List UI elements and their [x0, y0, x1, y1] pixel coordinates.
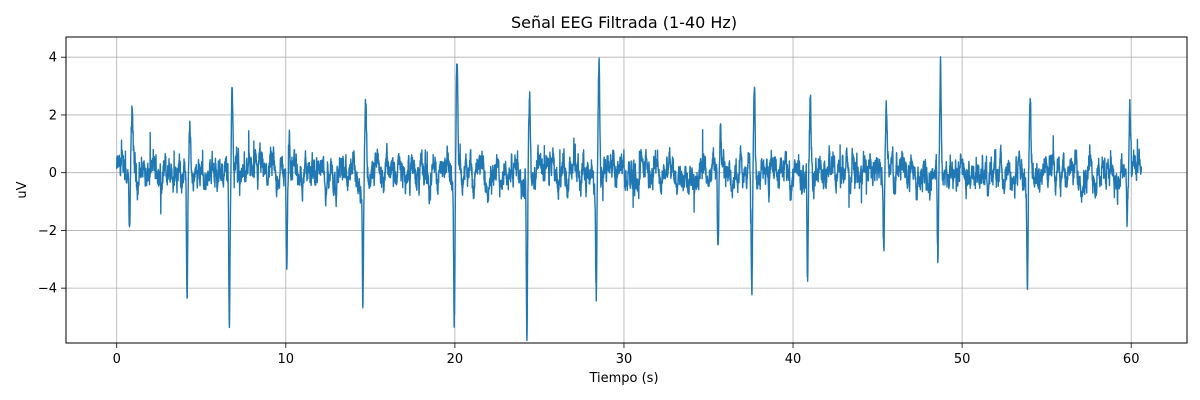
grid — [66, 37, 1187, 343]
eeg-signal-line — [116, 56, 1143, 342]
x-tick-label: 30 — [616, 352, 633, 367]
axes-frame — [65, 36, 1188, 344]
x-tick-label: 50 — [954, 352, 971, 367]
y-tick-label: −4 — [38, 282, 57, 297]
y-tick-label: 2 — [49, 108, 57, 123]
x-tick-label: 20 — [447, 352, 464, 367]
plot-area — [116, 56, 1143, 342]
y-tick-label: −2 — [38, 224, 57, 239]
x-tick-label: 0 — [113, 352, 121, 367]
y-axis-label: uV — [15, 181, 30, 198]
y-tick-label: 4 — [49, 51, 57, 66]
chart-title: Señal EEG Filtrada (1-40 Hz) — [511, 13, 737, 32]
y-tick-label: 0 — [49, 166, 57, 181]
x-tick-label: 60 — [1123, 352, 1140, 367]
x-tick-label: 10 — [278, 352, 295, 367]
x-tick-label: 40 — [785, 352, 802, 367]
x-axis-label: Tiempo (s) — [588, 371, 658, 386]
ticks: 0 10 20 30 40 50 60 −4 −2 0 2 4 — [38, 51, 1140, 367]
